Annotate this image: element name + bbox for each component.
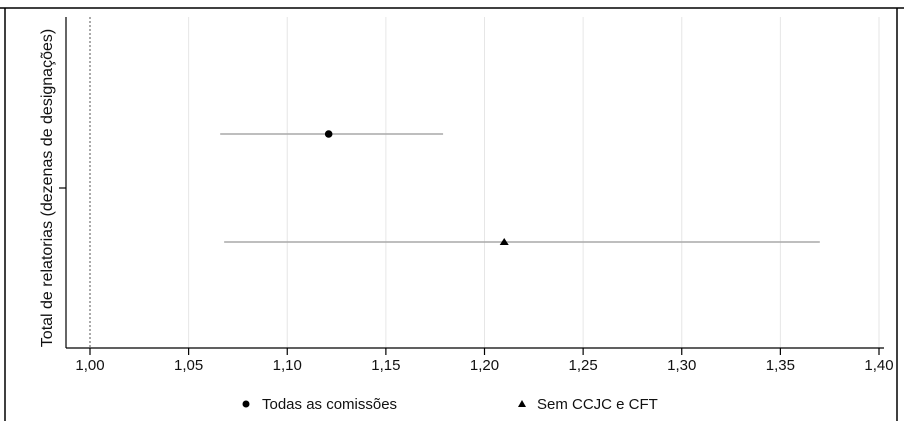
x-tick-label: 1,40 bbox=[864, 357, 893, 374]
legend-marker-circle bbox=[242, 400, 250, 408]
grid-layer bbox=[188, 17, 880, 348]
x-tick-label: 1,10 bbox=[273, 357, 302, 374]
legend-label-sem: Sem CCJC e CFT bbox=[537, 396, 658, 413]
y-axis-label: Total de relatorias (dezenas de designaç… bbox=[39, 29, 56, 347]
estimate-point-triangle bbox=[499, 238, 509, 245]
legend-label-todas: Todas as comissões bbox=[262, 396, 397, 413]
estimate-point-circle bbox=[324, 130, 333, 138]
x-tick-label: 1,05 bbox=[174, 357, 203, 374]
x-tick-label: 1,20 bbox=[470, 357, 499, 374]
legend-marker-triangle bbox=[518, 400, 526, 407]
x-tick-label: 1,30 bbox=[667, 357, 696, 374]
x-tick-label: 1,35 bbox=[766, 357, 795, 374]
legend: Todas as comissões Sem CCJC e CFT bbox=[242, 396, 658, 413]
x-tick-label: 1,25 bbox=[569, 357, 598, 374]
ci-layer bbox=[220, 133, 820, 243]
x-tick-label: 1,00 bbox=[75, 357, 104, 374]
x-tick-label: 1,15 bbox=[371, 357, 400, 374]
x-tick-layer: 1,00 1,05 1,10 1,15 1,20 1,25 1,30 1,35 1,40 bbox=[75, 348, 894, 374]
point-layer bbox=[324, 130, 509, 245]
